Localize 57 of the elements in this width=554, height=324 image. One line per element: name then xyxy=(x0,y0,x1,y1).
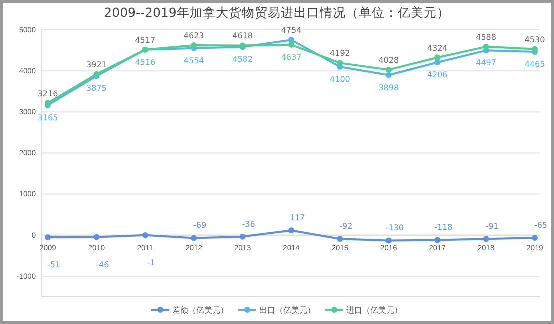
point xyxy=(337,236,344,242)
chart-title: 2009--2019年加拿大货物贸易进出口情况（单位：亿美元） xyxy=(104,5,450,20)
point xyxy=(532,235,538,242)
point xyxy=(45,234,51,240)
point xyxy=(386,72,392,78)
point xyxy=(386,66,392,73)
legend-label: 进口（亿美元） xyxy=(346,306,402,315)
data-label: 4324 xyxy=(427,44,448,53)
data-label: 4623 xyxy=(184,31,204,40)
data-label: 3165 xyxy=(38,113,58,122)
data-label: -69 xyxy=(194,221,207,230)
data-label: 4192 xyxy=(330,49,350,58)
data-label: 4465 xyxy=(524,60,546,69)
data-label: -130 xyxy=(386,224,404,233)
legend-label: 差额（亿美元） xyxy=(172,306,228,315)
data-label: -118 xyxy=(434,223,453,232)
data-label: 4497 xyxy=(476,58,496,68)
data-label: 117 xyxy=(290,214,306,223)
data-label: 4517 xyxy=(135,36,156,45)
point xyxy=(434,237,441,244)
point xyxy=(191,42,198,48)
point xyxy=(94,234,100,240)
point xyxy=(288,42,294,48)
data-label: -36 xyxy=(242,220,256,229)
data-label: 4588 xyxy=(476,32,496,42)
point xyxy=(483,236,490,242)
data-label: 4028 xyxy=(378,56,400,65)
data-label: -65 xyxy=(534,221,548,230)
point xyxy=(191,235,198,242)
data-label: 3875 xyxy=(86,84,107,94)
point xyxy=(386,238,392,244)
point xyxy=(434,54,441,61)
data-label: 4618 xyxy=(232,32,253,41)
point xyxy=(337,60,344,66)
point xyxy=(240,234,246,240)
data-label: 4637 xyxy=(281,52,302,62)
point xyxy=(532,46,538,52)
data-label: 3216 xyxy=(38,89,58,98)
point xyxy=(142,232,148,238)
data-label: 4554 xyxy=(184,56,204,66)
legend-label: 出口（亿美元） xyxy=(260,306,316,315)
point xyxy=(434,60,441,66)
data-label: 4530 xyxy=(524,35,546,44)
data-label: -92 xyxy=(340,222,353,232)
data-label: 4754 xyxy=(281,26,302,36)
data-label: 3921 xyxy=(86,60,107,70)
data-label: 4516 xyxy=(135,58,156,67)
data-label: 3898 xyxy=(378,83,400,92)
point xyxy=(483,44,490,50)
data-label: 4582 xyxy=(232,55,253,64)
point xyxy=(288,228,294,234)
data-label: -51 xyxy=(47,260,61,270)
data-label: -91 xyxy=(486,222,499,232)
data-label: -1 xyxy=(147,258,156,268)
data-label: -46 xyxy=(96,260,110,270)
data-label: 4206 xyxy=(427,70,448,80)
data-label: 4100 xyxy=(330,74,350,84)
